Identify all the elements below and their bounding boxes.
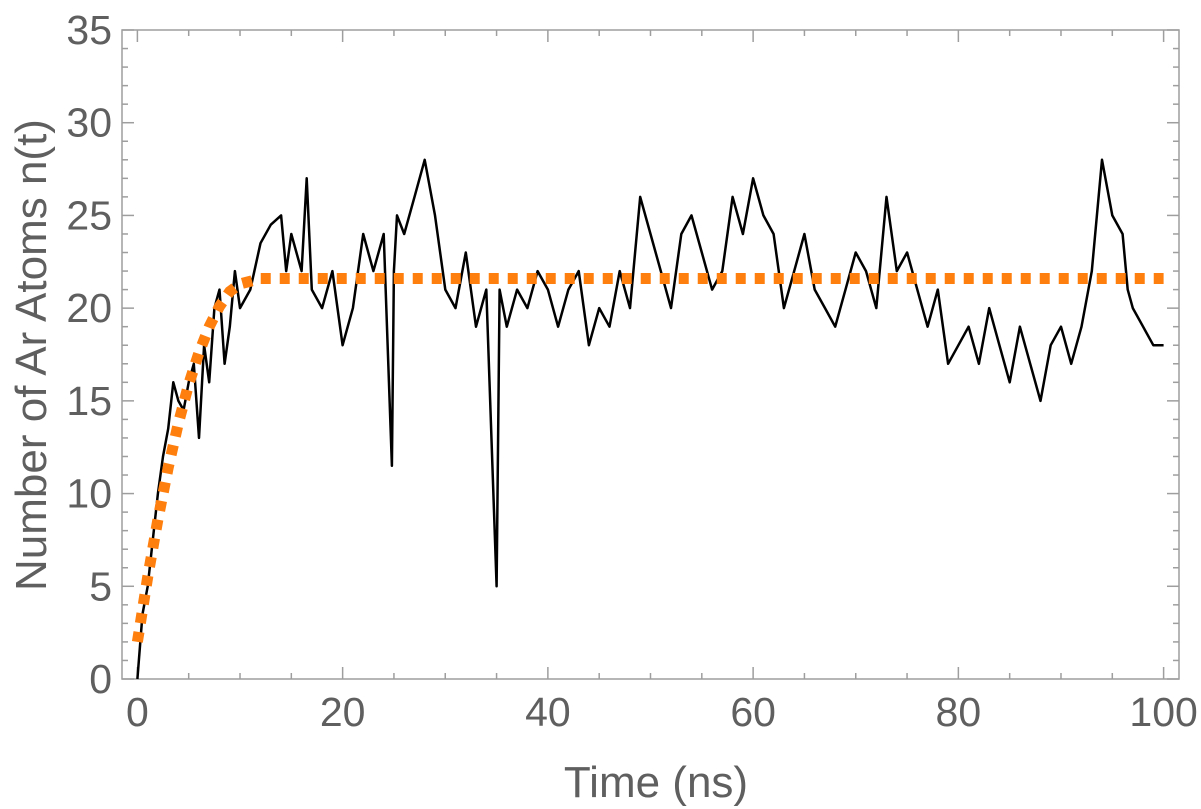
- y-tick-label: 20: [66, 285, 112, 331]
- simulation-series: [136, 158, 1164, 680]
- fit-curve-series: [131, 273, 1164, 643]
- y-axis-title: Number of Ar Atoms n(t): [7, 119, 56, 591]
- y-tick-label: 5: [89, 563, 112, 609]
- x-tick-label: 80: [936, 689, 982, 735]
- x-tick-label: 40: [525, 689, 571, 735]
- y-tick-label: 35: [66, 7, 112, 53]
- x-tick-labels: 0 20 40 60 80 100: [126, 689, 1198, 735]
- y-tick-label: 15: [66, 378, 112, 424]
- x-tick-label: 20: [320, 689, 366, 735]
- y-tick-label: 0: [89, 656, 112, 702]
- series-layer: [131, 158, 1164, 680]
- y-tick-label: 25: [66, 192, 112, 238]
- y-tick-label: 10: [66, 471, 112, 517]
- x-tick-label: 60: [730, 689, 776, 735]
- y-tick-labels: 0 5 10 15 20 25 30 35: [66, 7, 112, 702]
- x-tick-label: 0: [126, 689, 149, 735]
- x-tick-label: 100: [1129, 689, 1197, 735]
- x-axis-title: Time (ns): [564, 758, 748, 807]
- axis-ticks: [122, 29, 1179, 680]
- plot-frame: [121, 29, 1180, 680]
- y-tick-label: 30: [66, 100, 112, 146]
